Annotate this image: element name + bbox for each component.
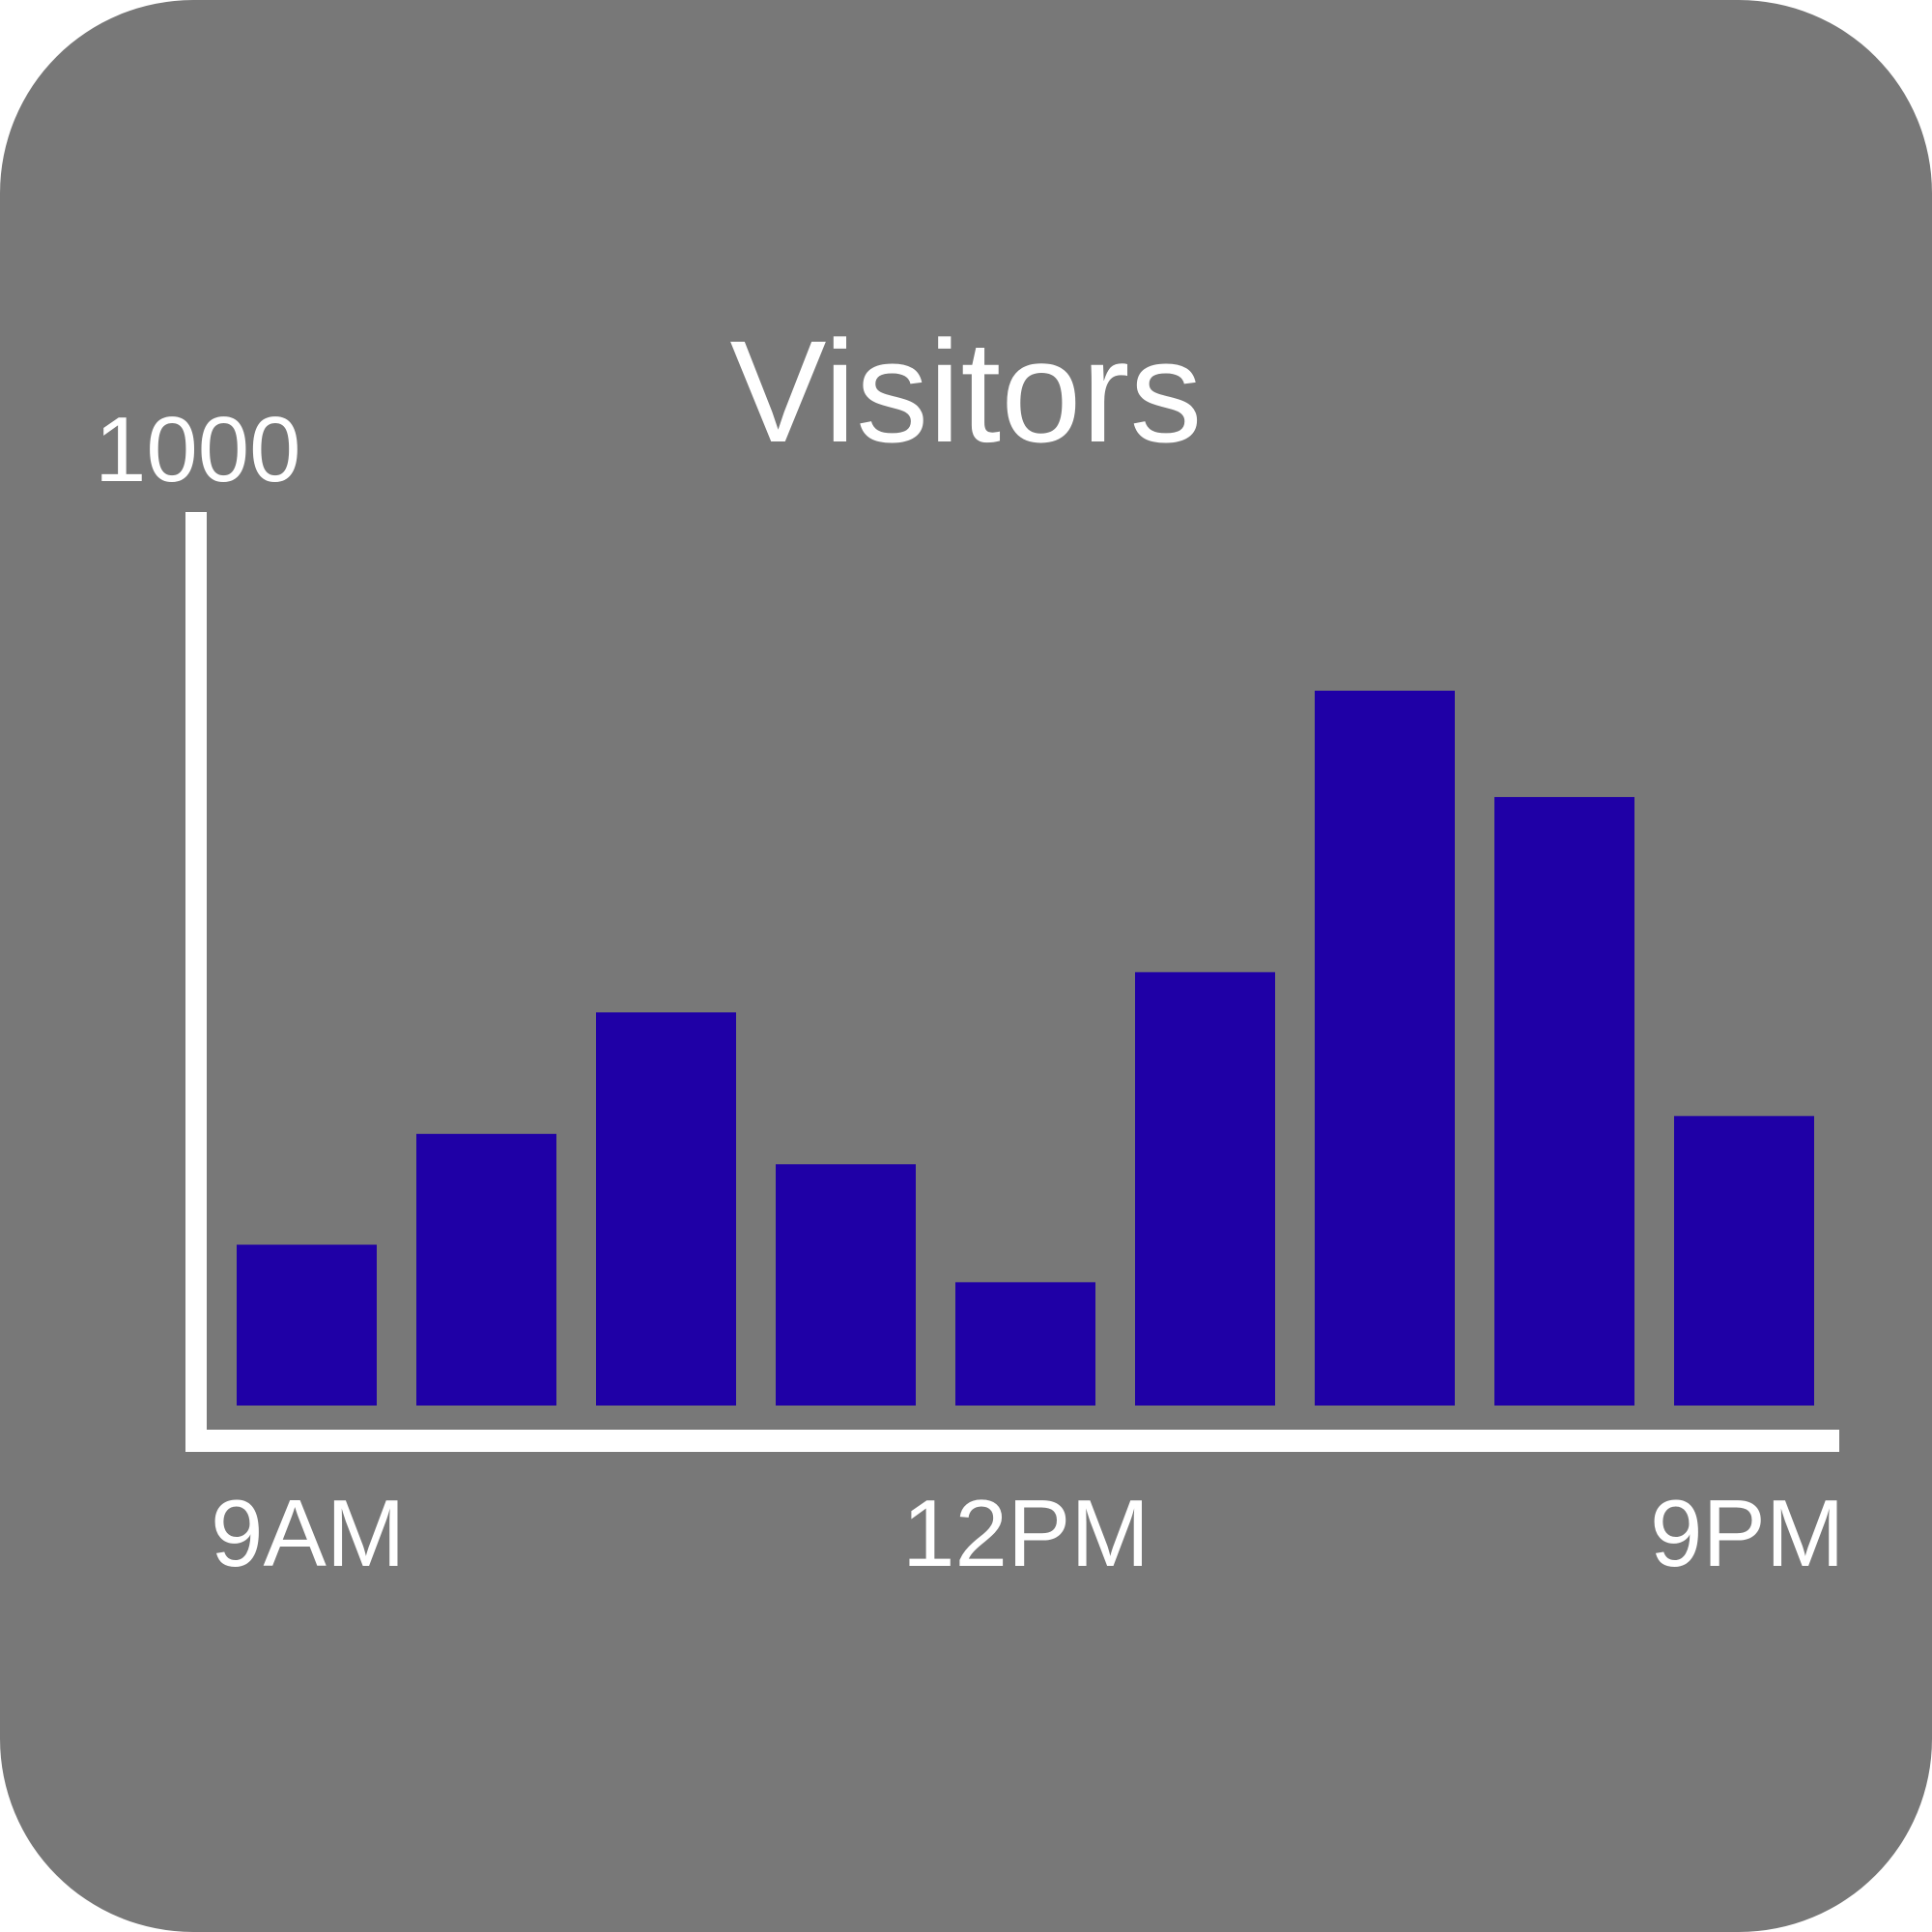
- bar-8: [1494, 797, 1634, 1406]
- x-tick-label: 9AM: [211, 1480, 406, 1586]
- chart-title: Visitors: [729, 310, 1203, 472]
- bar-6: [1135, 972, 1275, 1406]
- bar-1: [237, 1244, 377, 1406]
- y-axis-max-label: 1000: [95, 398, 301, 501]
- y-axis-line: [185, 512, 207, 1452]
- bar-5: [955, 1282, 1095, 1406]
- x-tick-label: 9PM: [1650, 1480, 1845, 1586]
- bars-group: [237, 691, 1814, 1406]
- bar-7: [1315, 691, 1455, 1406]
- bar-3: [596, 1012, 736, 1406]
- bar-4: [776, 1164, 916, 1406]
- bar-9: [1674, 1116, 1814, 1406]
- x-axis-line: [185, 1430, 1839, 1452]
- bar-2: [416, 1133, 556, 1406]
- x-tick-label: 12PM: [902, 1480, 1151, 1586]
